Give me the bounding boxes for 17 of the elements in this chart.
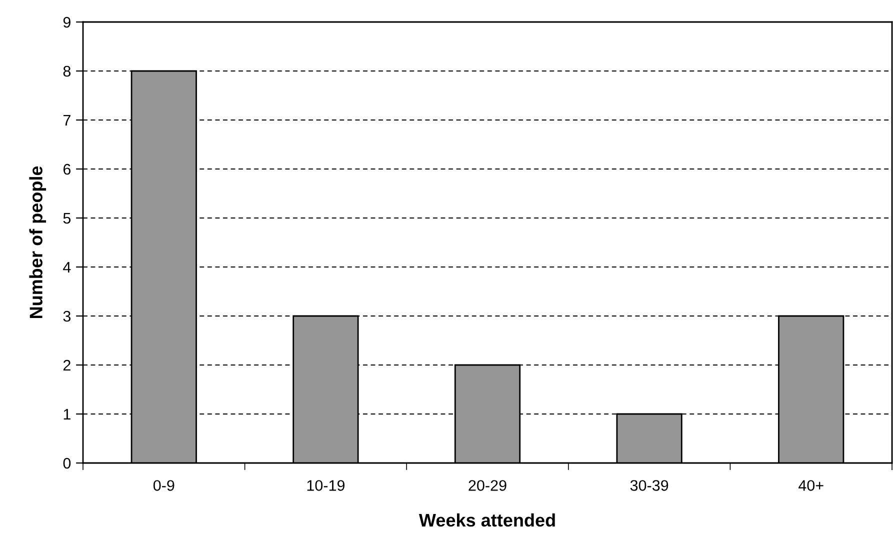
y-tick-label: 3 — [63, 310, 71, 322]
x-tick-label: 20-29 — [468, 480, 506, 491]
y-axis-title: Number of people — [29, 166, 46, 318]
x-tick-label: 40+ — [798, 480, 824, 491]
x-axis-title: Weeks attended — [418, 513, 555, 527]
y-tick-label: 4 — [63, 262, 71, 273]
x-tick-label: 30-39 — [630, 480, 668, 491]
y-tick-label: 2 — [63, 360, 70, 371]
y-tick-label: 8 — [63, 66, 71, 77]
y-tick-label: 7 — [63, 115, 70, 126]
y-tick-label: 6 — [63, 164, 71, 175]
y-tick-label: 9 — [63, 16, 70, 28]
x-tick-label: 0-9 — [153, 480, 174, 491]
y-tick-label: 5 — [63, 213, 71, 224]
x-tick-label: 10-19 — [307, 480, 345, 491]
y-tick-label: 0 — [63, 458, 71, 469]
y-tick-label: 1 — [64, 409, 70, 420]
